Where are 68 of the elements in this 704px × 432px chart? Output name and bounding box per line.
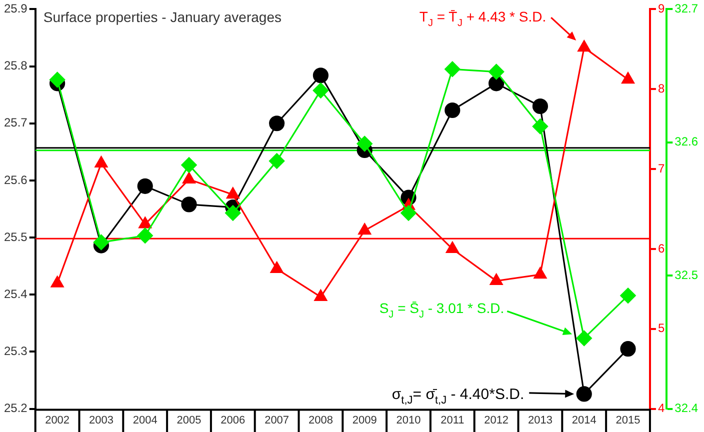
point: [182, 172, 196, 184]
point: [138, 216, 152, 228]
point: [532, 98, 548, 114]
point: [312, 68, 329, 84]
x-tick-label: 2004: [132, 414, 158, 426]
point: [312, 82, 329, 98]
point: [488, 64, 504, 80]
y-tick-label: 25.4: [4, 286, 28, 301]
point: [137, 228, 153, 244]
y-tick-label: 25.2: [4, 401, 28, 416]
point: [50, 276, 64, 288]
y-tick-label: 25.3: [4, 344, 28, 358]
point: [269, 116, 285, 132]
x-tick-label: 2010: [396, 414, 421, 426]
y-tick-label: 25.7: [4, 116, 28, 130]
point: [400, 205, 416, 221]
x-tick-label: 2013: [528, 414, 552, 426]
y3-tick-label: 32.6: [674, 134, 698, 149]
point: [444, 102, 460, 118]
point: [446, 242, 459, 254]
x-tick-label: 2014: [572, 414, 596, 426]
point: [622, 72, 634, 84]
y2-tick-label: 6: [658, 241, 665, 256]
point: [93, 234, 110, 250]
point: [534, 267, 547, 279]
point: [444, 61, 460, 77]
y-tick-label: 25.8: [4, 58, 28, 73]
x-tick-label: 2015: [616, 414, 640, 426]
x-tick-label: 2008: [308, 414, 333, 426]
y2-tick-label: 9: [658, 2, 665, 16]
point: [576, 386, 592, 402]
point: [490, 274, 503, 285]
y-tick-label: 25.5: [4, 230, 28, 244]
point: [578, 40, 591, 52]
x-tick-label: 2012: [484, 414, 509, 426]
y2-tick-label: 7: [658, 161, 665, 176]
chart-title: Surface properties - January averages: [43, 9, 282, 26]
y-tick-label: 25.6: [4, 172, 28, 187]
y3-tick-label: 32.7: [674, 2, 698, 16]
x-tick-label: 2003: [88, 414, 114, 426]
x-tick-label: 2005: [176, 414, 202, 426]
point: [576, 330, 592, 346]
y-tick-label: 25.9: [4, 2, 28, 16]
point: [94, 156, 108, 168]
y2-tick-label: 8: [658, 81, 665, 96]
point: [269, 153, 285, 169]
x-tick-label: 2009: [352, 414, 377, 426]
y3-tick-label: 32.4: [674, 401, 698, 416]
point: [620, 288, 636, 304]
x-tick-label: 2007: [264, 414, 290, 426]
point: [226, 187, 240, 199]
y3-tick-label: 32.5: [674, 268, 698, 282]
point: [532, 118, 548, 134]
point: [314, 290, 328, 301]
y2-tick-label: 5: [658, 321, 665, 336]
point: [225, 205, 241, 221]
point: [620, 341, 636, 357]
x-tick-label: 2006: [220, 414, 246, 426]
point: [50, 72, 66, 88]
point: [137, 178, 153, 194]
point: [181, 196, 197, 212]
point: [356, 136, 372, 152]
x-tick-label: 2002: [45, 414, 70, 426]
point: [181, 157, 197, 173]
y2-tick-label: 4: [658, 401, 665, 416]
x-tick-label: 2011: [440, 414, 464, 426]
point: [358, 223, 372, 235]
point: [270, 262, 284, 273]
